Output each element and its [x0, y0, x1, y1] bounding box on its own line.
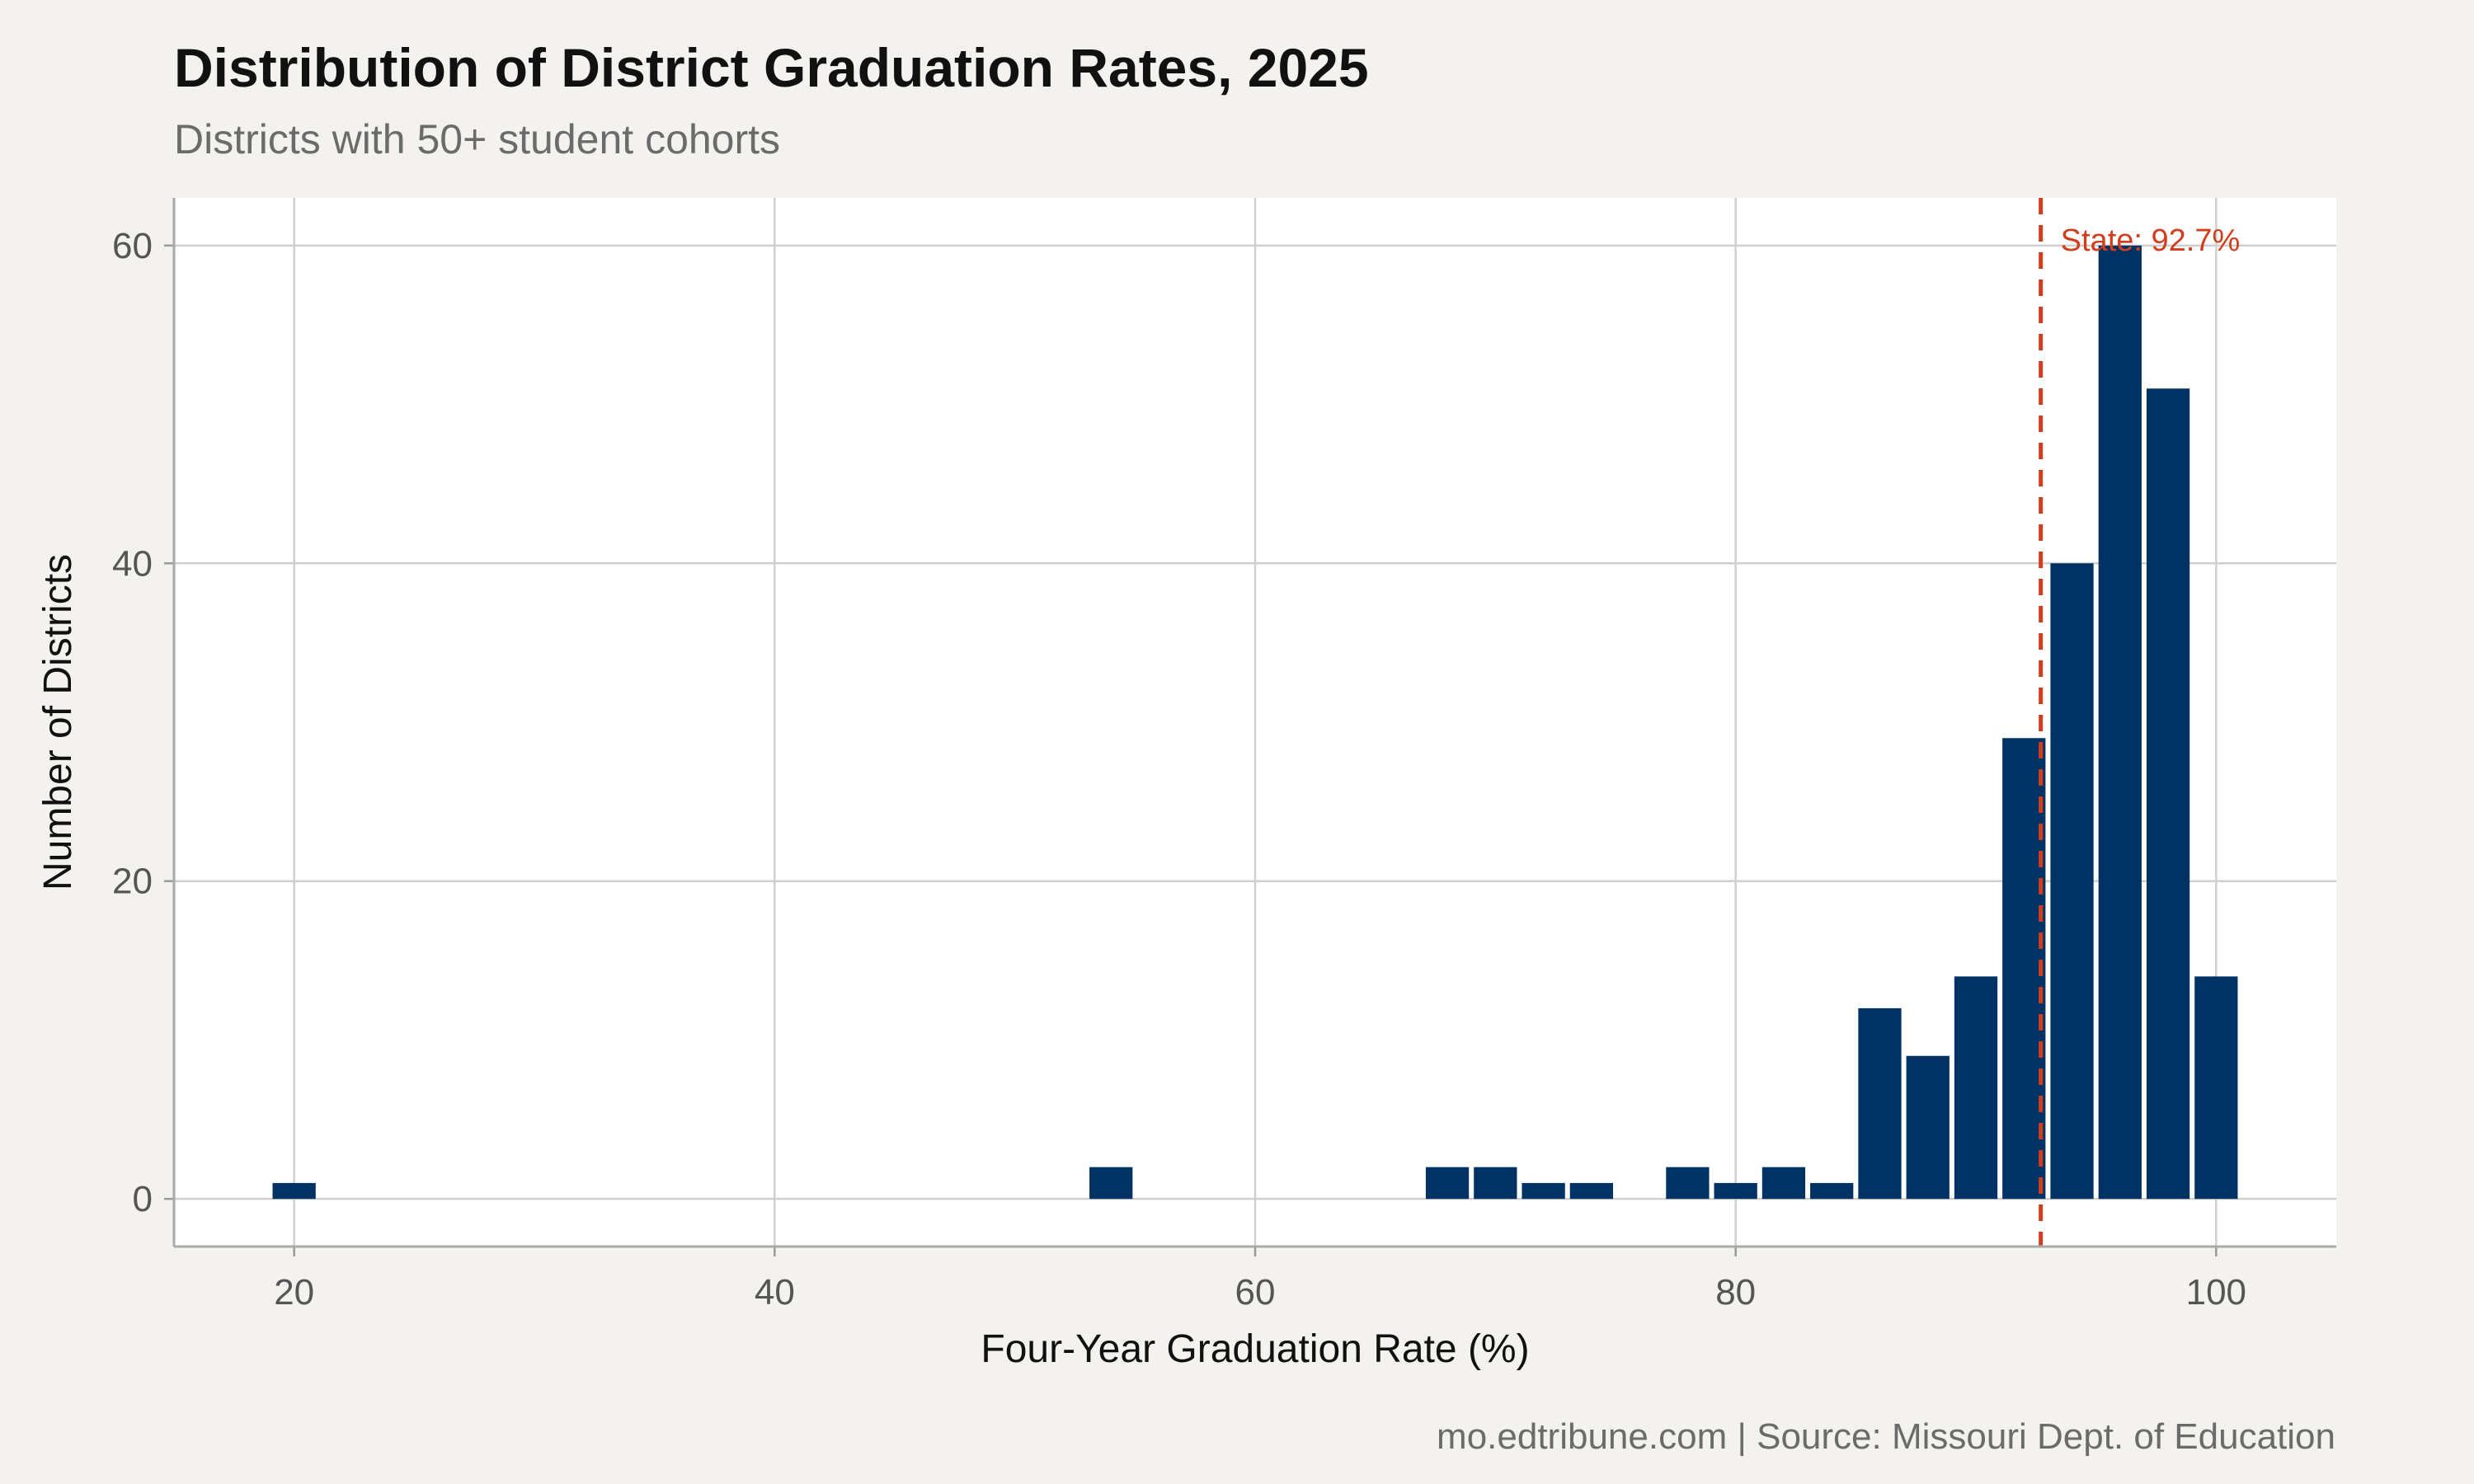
histogram-bar	[1858, 1007, 1902, 1200]
x-tick-label: 20	[274, 1272, 314, 1313]
reference-line-group: State: 92.7%	[2039, 198, 2241, 1247]
y-axis-label: Number of Districts	[36, 554, 80, 890]
histogram-bar	[1810, 1182, 1854, 1200]
histogram-bar	[2146, 388, 2190, 1200]
histogram-bar	[1089, 1167, 1133, 1200]
y-tick-label: 0	[133, 1179, 153, 1219]
histogram-bar	[1522, 1182, 1565, 1200]
y-tick-label: 60	[112, 226, 153, 266]
bars	[272, 245, 2238, 1200]
histogram-bar	[2002, 738, 2046, 1200]
histogram-bar	[2098, 245, 2142, 1200]
histogram-bar	[272, 1182, 316, 1200]
y-tick-label: 20	[112, 862, 153, 902]
x-tick-label: 80	[1715, 1272, 1756, 1313]
state-average-label: State: 92.7%	[2061, 223, 2241, 258]
histogram-bar	[1714, 1182, 1757, 1200]
histogram-bar	[1569, 1182, 1613, 1200]
x-tick-label: 40	[755, 1272, 795, 1313]
x-tick-label: 60	[1235, 1272, 1276, 1313]
histogram-bar	[1906, 1055, 1950, 1200]
histogram-bar	[1474, 1167, 1517, 1200]
x-tick-label: 100	[2186, 1272, 2246, 1313]
histogram-bar	[1425, 1167, 1470, 1200]
y-tick-label: 40	[112, 543, 153, 584]
histogram-bar	[2194, 976, 2238, 1200]
axes: 20 40 60 80 100 0 20 40 60	[112, 198, 2336, 1313]
histogram-bar	[2050, 563, 2094, 1200]
chart-caption: mo.edtribune.com | Source: Missouri Dept…	[1437, 1416, 2335, 1457]
chart-title: Distribution of District Graduation Rate…	[174, 37, 1369, 98]
histogram-bar	[1761, 1167, 1806, 1200]
histogram-bar	[1666, 1167, 1710, 1200]
chart-subtitle: Districts with 50+ student cohorts	[174, 116, 781, 162]
histogram-bar	[1954, 976, 1998, 1200]
x-axis-label: Four-Year Graduation Rate (%)	[981, 1327, 1529, 1371]
